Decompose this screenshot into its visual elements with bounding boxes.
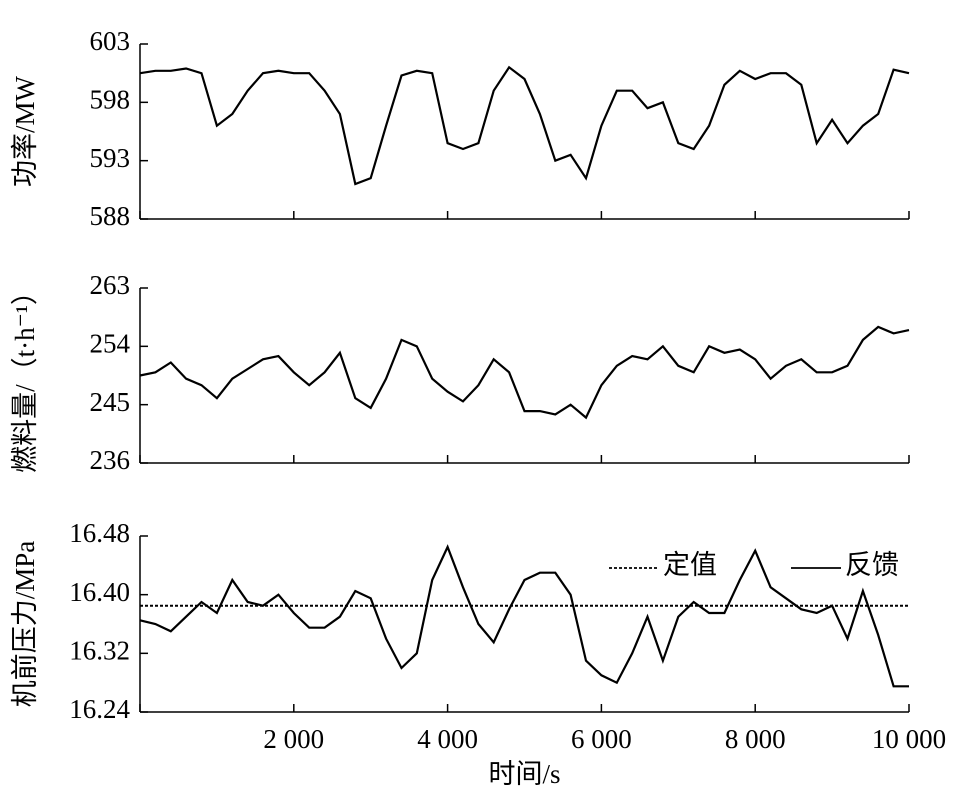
y-tick-label: 263 <box>90 270 131 300</box>
y-tick-label: 603 <box>90 26 131 56</box>
line-series <box>139 325 910 420</box>
x-tick-label: 2 000 <box>263 724 324 754</box>
y-axis-label: 燃料量/（t·h⁻¹） <box>10 278 40 473</box>
y-tick-label: 16.24 <box>69 694 130 724</box>
legend-label: 反馈 <box>845 550 899 580</box>
x-tick-label: 10 000 <box>872 724 946 754</box>
y-tick-label: 254 <box>90 329 131 359</box>
legend-label: 定值 <box>663 550 717 580</box>
y-tick-label: 16.40 <box>69 577 130 607</box>
line-series <box>139 65 910 186</box>
y-tick-label: 16.48 <box>69 518 130 548</box>
y-tick-label: 588 <box>90 201 131 231</box>
y-tick-label: 593 <box>90 143 131 173</box>
y-tick-label: 236 <box>90 445 131 475</box>
line-series <box>139 544 909 688</box>
x-tick-label: 8 000 <box>725 724 786 754</box>
y-tick-label: 245 <box>90 387 131 417</box>
y-axis-label: 机前压力/MPa <box>10 541 40 708</box>
y-tick-label: 16.32 <box>69 636 130 666</box>
x-axis-label: 时间/s <box>488 759 560 789</box>
y-axis-label: 功率/MW <box>10 75 40 187</box>
y-tick-label: 598 <box>90 85 131 115</box>
x-tick-label: 4 000 <box>417 724 478 754</box>
x-tick-label: 6 000 <box>571 724 632 754</box>
